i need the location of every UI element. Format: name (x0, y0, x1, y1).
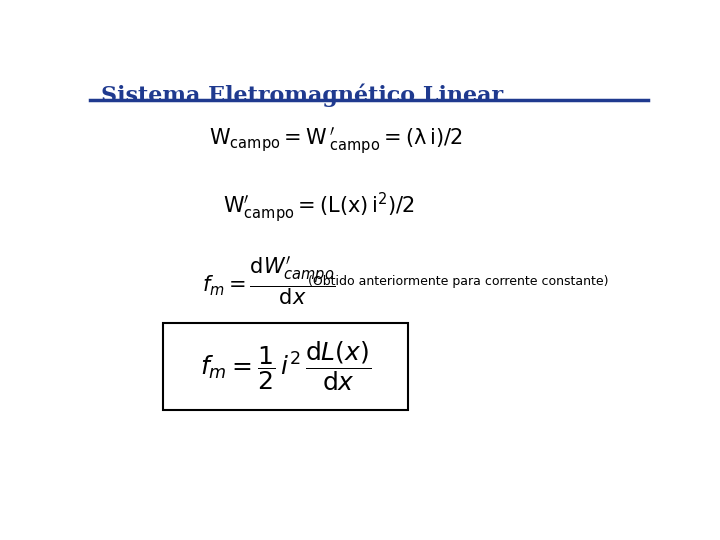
Text: (Obtido anteriormente para corrente constante): (Obtido anteriormente para corrente cons… (308, 274, 608, 287)
Text: Sistema Eletromagnético Linear: Sistema Eletromagnético Linear (101, 84, 503, 107)
FancyBboxPatch shape (163, 322, 408, 410)
Text: $\mathrm{W^{\prime}_{campo}= (L(x)\,i^{2})/2}$: $\mathrm{W^{\prime}_{campo}= (L(x)\,i^{2… (223, 191, 415, 226)
Text: $\mathrm{W_{campo}= W\,{}^{\prime}_{campo}= (\lambda\, i)/2}$: $\mathrm{W_{campo}= W\,{}^{\prime}_{camp… (209, 126, 462, 157)
Text: $f_{m}=\dfrac{1}{2}\,i^{2}\,\dfrac{\mathrm{d}L(x)}{\mathrm{d}x}$: $f_{m}=\dfrac{1}{2}\,i^{2}\,\dfrac{\math… (199, 339, 371, 393)
Text: $f_{m}=\dfrac{\mathrm{d}W^{\prime}_{\mathit{campo}}}{\mathrm{d}x}$: $f_{m}=\dfrac{\mathrm{d}W^{\prime}_{\mat… (202, 254, 336, 308)
